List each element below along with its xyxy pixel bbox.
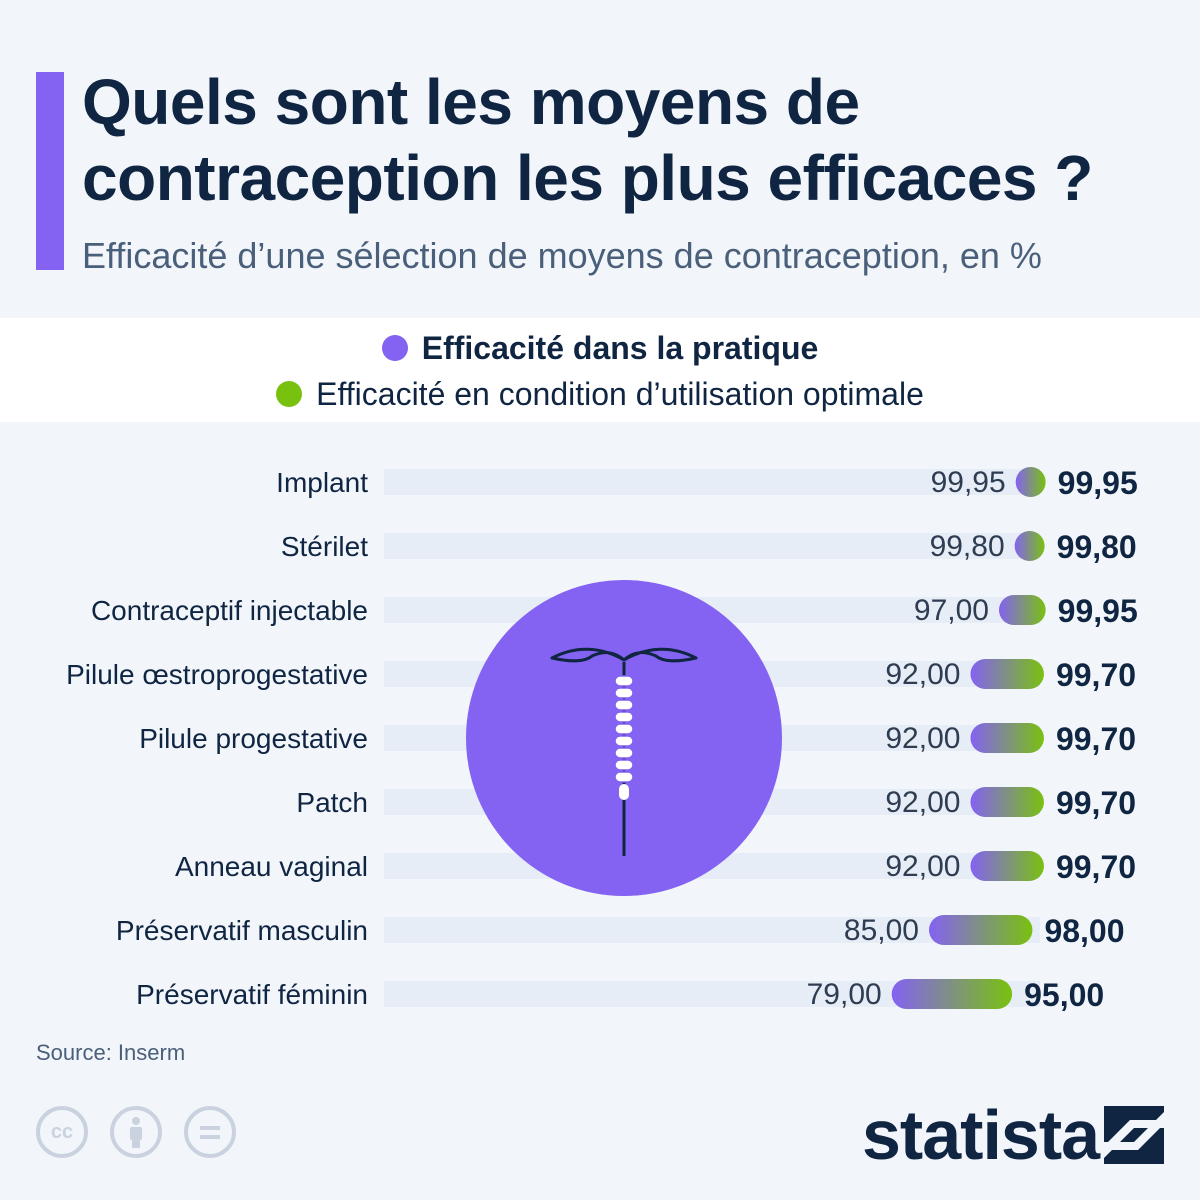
- optimal-value-label: 99,80: [1057, 529, 1137, 565]
- chart-row: Préservatif féminin 79,00 95,00: [136, 977, 1104, 1013]
- range-bar: [928, 915, 1033, 945]
- iud-bead: [614, 687, 634, 699]
- optimal-value-label: 99,70: [1056, 657, 1136, 693]
- iud-illustration: [466, 580, 782, 896]
- chart-row: Implant 99,95 99,95: [276, 465, 1138, 501]
- category-label: Pilule œstroprogestative: [66, 659, 368, 690]
- creative-commons-icon[interactable]: cc: [36, 1106, 88, 1158]
- optimal-value-label: 99,70: [1056, 849, 1136, 885]
- category-label: Pilule progestative: [139, 723, 368, 754]
- range-bar: [1014, 531, 1045, 561]
- chart-rows: Implant 99,95 99,95 Stérilet 99,80 99,80 Contr…: [66, 465, 1138, 1013]
- range-bar: [970, 851, 1044, 881]
- iud-bead: [614, 759, 634, 771]
- statista-logo[interactable]: statista: [862, 1096, 1100, 1174]
- chart-row: Contraceptif injectable 97,00 99,95: [91, 593, 1138, 629]
- dumbbell-chart: Implant 99,95 99,95 Stérilet 99,80 99,80 Contr…: [66, 465, 1138, 1013]
- category-label: Contraceptif injectable: [91, 595, 368, 626]
- range-bar: [970, 787, 1044, 817]
- source-note: Source: Inserm: [36, 1040, 186, 1065]
- title-accent-bar: [36, 72, 64, 270]
- iud-bead-end: [619, 784, 629, 800]
- attribution-icon[interactable]: [110, 1106, 162, 1158]
- practice-value-label: 92,00: [885, 850, 960, 883]
- category-label: Implant: [276, 467, 368, 498]
- optimal-value-label: 99,95: [1058, 593, 1138, 629]
- attribution-person-glyph: [130, 1117, 142, 1148]
- iud-bead: [614, 723, 634, 735]
- legend-item-optimal: Efficacité en condition d’utilisation op…: [0, 374, 1200, 414]
- legend-item-practice: Efficacité dans la pratique: [0, 328, 1200, 368]
- practice-value-label: 99,95: [931, 466, 1006, 499]
- range-bar: [970, 723, 1044, 753]
- iud-bead: [614, 735, 634, 747]
- iud-beads: [614, 675, 634, 800]
- category-label: Stérilet: [281, 531, 368, 562]
- legend-band: [0, 318, 1200, 422]
- range-bar: [998, 595, 1046, 625]
- chart-row: Patch 92,00 99,70: [296, 785, 1136, 821]
- legend-label-optimal: Efficacité en condition d’utilisation op…: [316, 376, 924, 412]
- range-bar: [970, 659, 1044, 689]
- optimal-value-label: 98,00: [1044, 913, 1124, 949]
- chart-title: Quels sont les moyens de contraception l…: [82, 66, 1093, 214]
- optimal-value-label: 95,00: [1024, 977, 1104, 1013]
- iud-bead: [614, 747, 634, 759]
- range-bar: [891, 979, 1013, 1009]
- chart-row: Préservatif masculin 85,00 98,00: [116, 913, 1125, 949]
- no-derivatives-icon[interactable]: [184, 1106, 236, 1158]
- chart-row: Pilule œstroprogestative 92,00 99,70: [66, 657, 1136, 693]
- legend-swatch-practice: [381, 335, 408, 361]
- iud-bead: [614, 699, 634, 711]
- practice-value-label: 99,80: [930, 530, 1005, 563]
- optimal-value-label: 99,70: [1056, 785, 1136, 821]
- bar-track: [384, 533, 1040, 559]
- category-label: Patch: [296, 787, 368, 818]
- chart-row: Pilule progestative 92,00 99,70: [139, 721, 1136, 757]
- iud-bead: [614, 711, 634, 723]
- iud-bead: [614, 675, 634, 687]
- range-bar: [1015, 467, 1046, 497]
- category-label: Anneau vaginal: [175, 851, 368, 882]
- practice-value-label: 97,00: [914, 594, 989, 627]
- practice-value-label: 85,00: [844, 914, 919, 947]
- optimal-value-label: 99,95: [1058, 465, 1138, 501]
- category-label: Préservatif féminin: [136, 979, 368, 1010]
- chart-row: Stérilet 99,80 99,80: [281, 529, 1137, 565]
- chart-row: Anneau vaginal 92,00 99,70: [175, 849, 1136, 885]
- iud-bead: [614, 771, 634, 783]
- optimal-value-label: 99,70: [1056, 721, 1136, 757]
- practice-value-label: 92,00: [885, 658, 960, 691]
- bar-track: [384, 469, 1040, 495]
- iud-icon: [550, 647, 698, 856]
- category-label: Préservatif masculin: [116, 915, 368, 946]
- statista-logo-mark-icon: [1104, 1106, 1164, 1164]
- equals-glyph: [200, 1126, 220, 1139]
- chart-subtitle: Efficacité d’une sélection de moyens de …: [82, 235, 1042, 276]
- practice-value-label: 79,00: [807, 978, 882, 1011]
- legend-label-practice: Efficacité dans la pratique: [421, 330, 819, 366]
- practice-value-label: 92,00: [885, 786, 960, 819]
- practice-value-label: 92,00: [885, 722, 960, 755]
- legend-swatch-optimal: [276, 381, 303, 407]
